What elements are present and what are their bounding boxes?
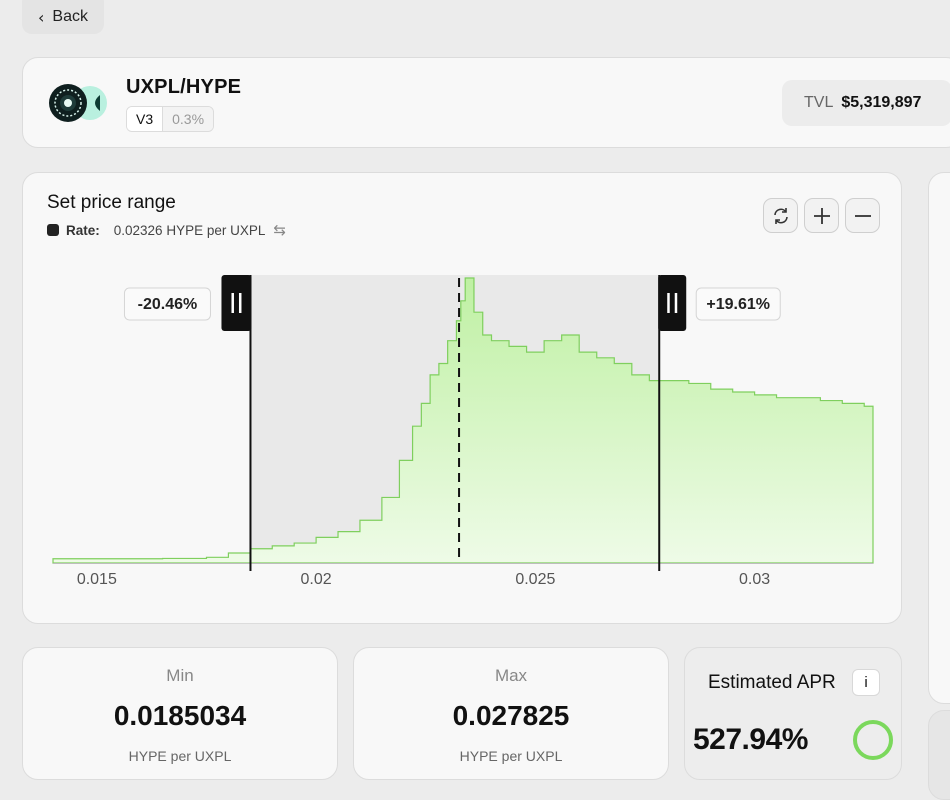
pair-logo-icon (49, 84, 107, 122)
min-unit: HYPE per UXPL (128, 748, 232, 764)
x-tick-label: 0.03 (739, 571, 770, 588)
apr-value: 527.94% (693, 723, 808, 756)
swap-icon[interactable]: ⇆ (273, 221, 286, 239)
fee-tag: 0.3% (162, 107, 214, 131)
liquidity-area (52, 277, 874, 564)
back-button[interactable]: ‹ Back (22, 0, 104, 34)
tvl-box: TVL $5,319,897 (782, 80, 950, 126)
max-price-card[interactable]: Max 0.027825 HYPE per UXPL (353, 647, 669, 780)
apr-card: Estimated APR i 527.94% (684, 647, 902, 780)
refresh-icon (773, 207, 788, 224)
info-icon[interactable]: i (852, 669, 880, 696)
min-value[interactable]: 0.0185034 (113, 700, 247, 731)
back-label: Back (52, 8, 88, 25)
zoom-out-button[interactable] (845, 198, 880, 233)
pair-header-card: UXPL/HYPE V3 0.3% TVL $5,319,897 (22, 57, 950, 148)
refresh-button[interactable] (763, 198, 798, 233)
side-panel (928, 172, 950, 704)
rate-value: 0.02326 HYPE per UXPL (113, 222, 266, 238)
rate-label: Rate: (66, 222, 100, 238)
max-percent-badge: +19.61% (695, 287, 781, 321)
x-tick-label: 0.015 (77, 571, 117, 588)
chart-controls (763, 198, 880, 233)
tvl-label: TVL (804, 94, 834, 111)
rate-dot-icon (47, 224, 59, 236)
liquidity-chart[interactable]: 0.015 0.02 0.025 0.03 -20.46% +19.61% (23, 173, 903, 625)
zoom-out-icon (854, 214, 871, 217)
min-price-card[interactable]: Min 0.0185034 HYPE per UXPL (22, 647, 338, 780)
min-percent-label: -20.46% (138, 296, 198, 313)
pair-title: UXPL/HYPE (126, 76, 242, 98)
zoom-in-icon (813, 207, 830, 224)
range-title: Set price range (47, 192, 176, 213)
x-axis-ticks: 0.015 0.02 0.025 0.03 (77, 571, 770, 588)
max-handle[interactable] (658, 275, 687, 331)
max-label: Max (494, 666, 528, 685)
apr-ring-icon (853, 720, 893, 760)
version-tag: V3 (127, 107, 163, 131)
price-range-card: Set price range Rate: 0.02326 HYPE per U… (22, 172, 902, 624)
zoom-in-button[interactable] (804, 198, 839, 233)
rate-row: Rate: 0.02326 HYPE per UXPL ⇆ (47, 221, 286, 239)
max-value[interactable]: 0.027825 (452, 700, 570, 731)
x-tick-label: 0.025 (515, 571, 555, 588)
x-tick-label: 0.02 (301, 571, 332, 588)
tvl-value: $5,319,897 (841, 94, 922, 111)
min-label: Min (166, 666, 194, 685)
chevron-left-icon: ‹ (38, 7, 45, 27)
max-percent-label: +19.61% (706, 296, 770, 313)
pool-tags: V3 0.3% (126, 106, 215, 132)
max-unit: HYPE per UXPL (459, 748, 563, 764)
min-handle[interactable] (221, 275, 252, 331)
min-percent-badge: -20.46% (123, 287, 211, 321)
apr-title: Estimated APR (708, 672, 836, 693)
side-panel-button[interactable] (928, 710, 950, 800)
